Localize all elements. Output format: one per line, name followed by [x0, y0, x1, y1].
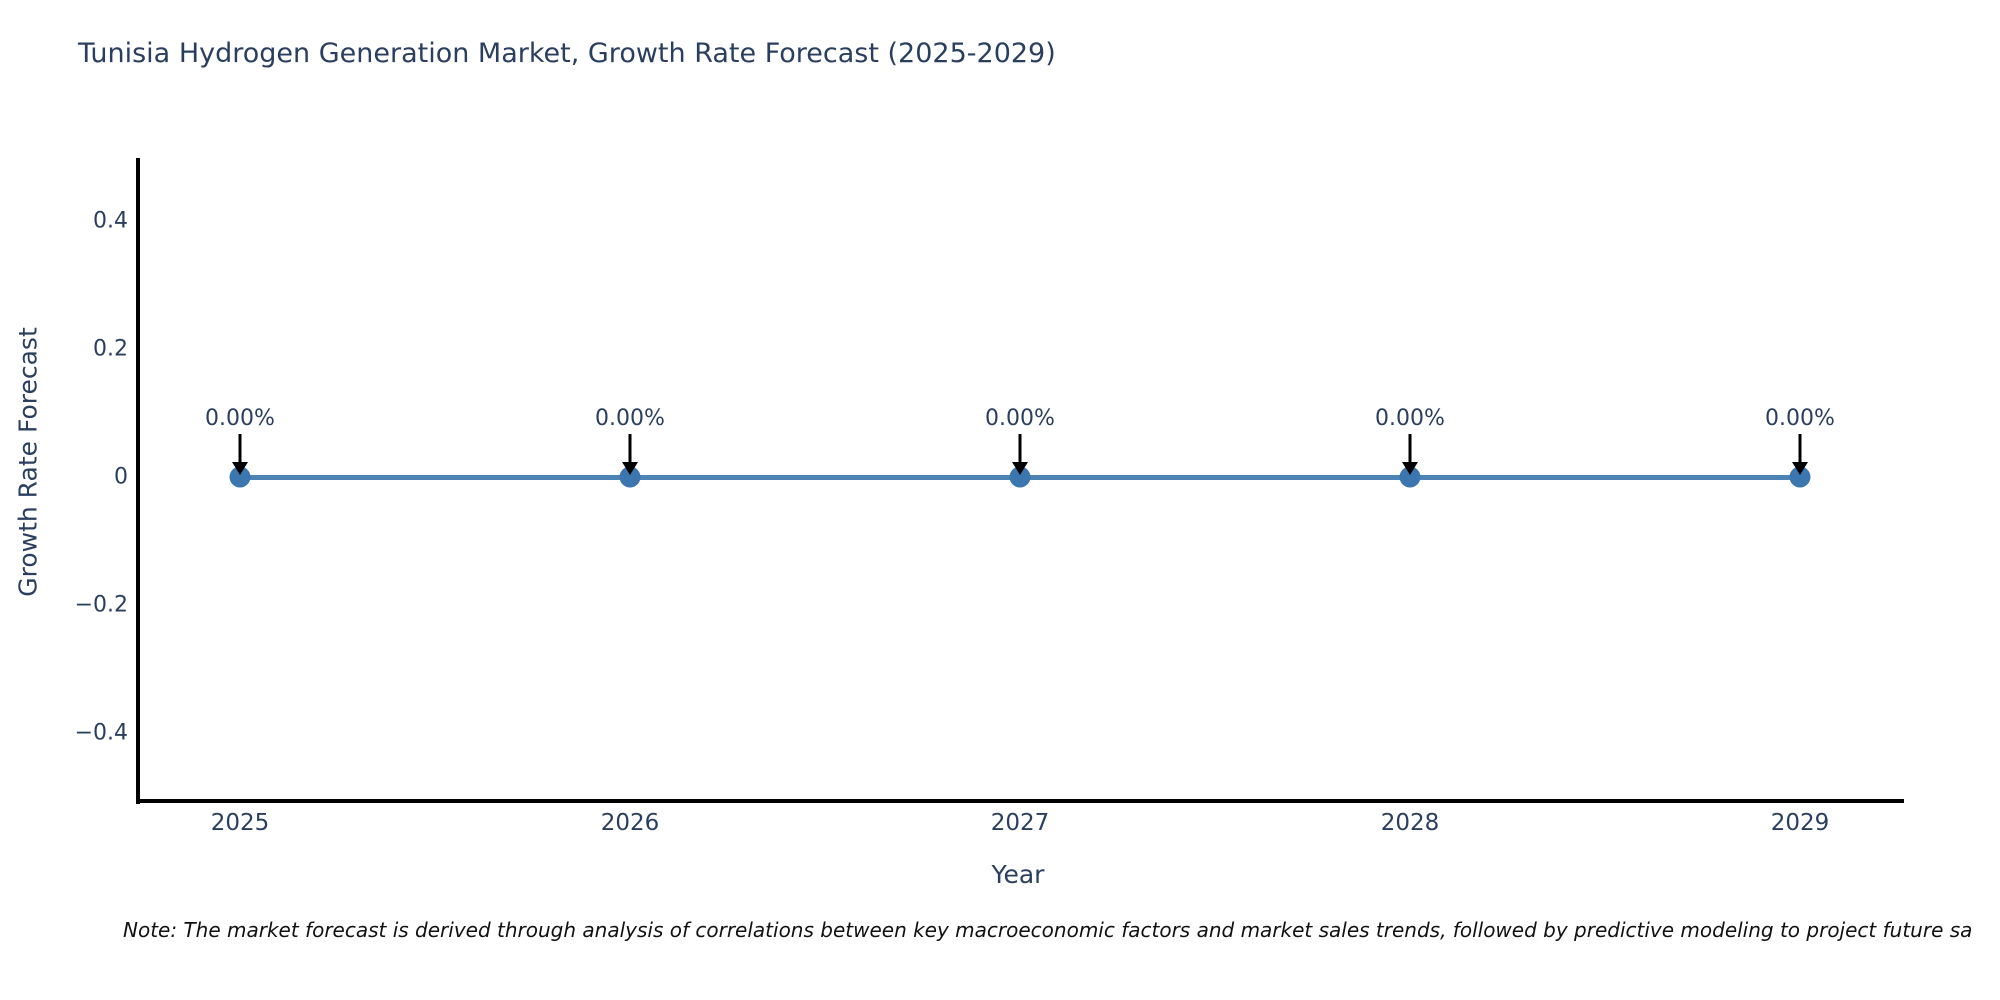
x-tick-label: 2027	[990, 810, 1050, 836]
x-tick-label: 2025	[210, 810, 270, 836]
data-point-label: 0.00%	[205, 406, 275, 431]
y-tick-label: 0.4	[93, 208, 128, 234]
annotation-arrow-shaft	[628, 434, 632, 466]
annotation-arrow-icon	[1012, 462, 1028, 475]
y-tick-label: −0.2	[74, 592, 128, 618]
chart-title: Tunisia Hydrogen Generation Market, Grow…	[78, 38, 1056, 69]
data-point-label: 0.00%	[1375, 406, 1445, 431]
y-tick-label: 0	[114, 464, 128, 490]
annotation-arrow-shaft	[1798, 434, 1802, 466]
y-tick-label: 0.2	[93, 336, 128, 362]
annotation-arrow-icon	[232, 462, 248, 475]
x-axis-line	[136, 799, 1904, 803]
y-tick-label: −0.4	[74, 720, 128, 746]
x-tick-label: 2026	[600, 810, 660, 836]
data-point-label: 0.00%	[985, 406, 1055, 431]
data-point-label: 0.00%	[595, 406, 665, 431]
annotation-arrow-shaft	[1408, 434, 1412, 466]
annotation-arrow-icon	[1402, 462, 1418, 475]
footnote: Note: The market forecast is derived thr…	[123, 918, 1973, 942]
x-tick-label: 2028	[1380, 810, 1440, 836]
data-point-label: 0.00%	[1765, 406, 1835, 431]
x-tick-label: 2029	[1770, 810, 1830, 836]
annotation-arrow-icon	[622, 462, 638, 475]
annotation-arrow-shaft	[1018, 434, 1022, 466]
annotation-arrow-icon	[1792, 462, 1808, 475]
y-axis-line	[136, 158, 140, 804]
annotation-arrow-shaft	[238, 434, 242, 466]
y-axis-title: Growth Rate Forecast	[13, 327, 43, 597]
x-axis-title: Year	[991, 860, 1045, 889]
